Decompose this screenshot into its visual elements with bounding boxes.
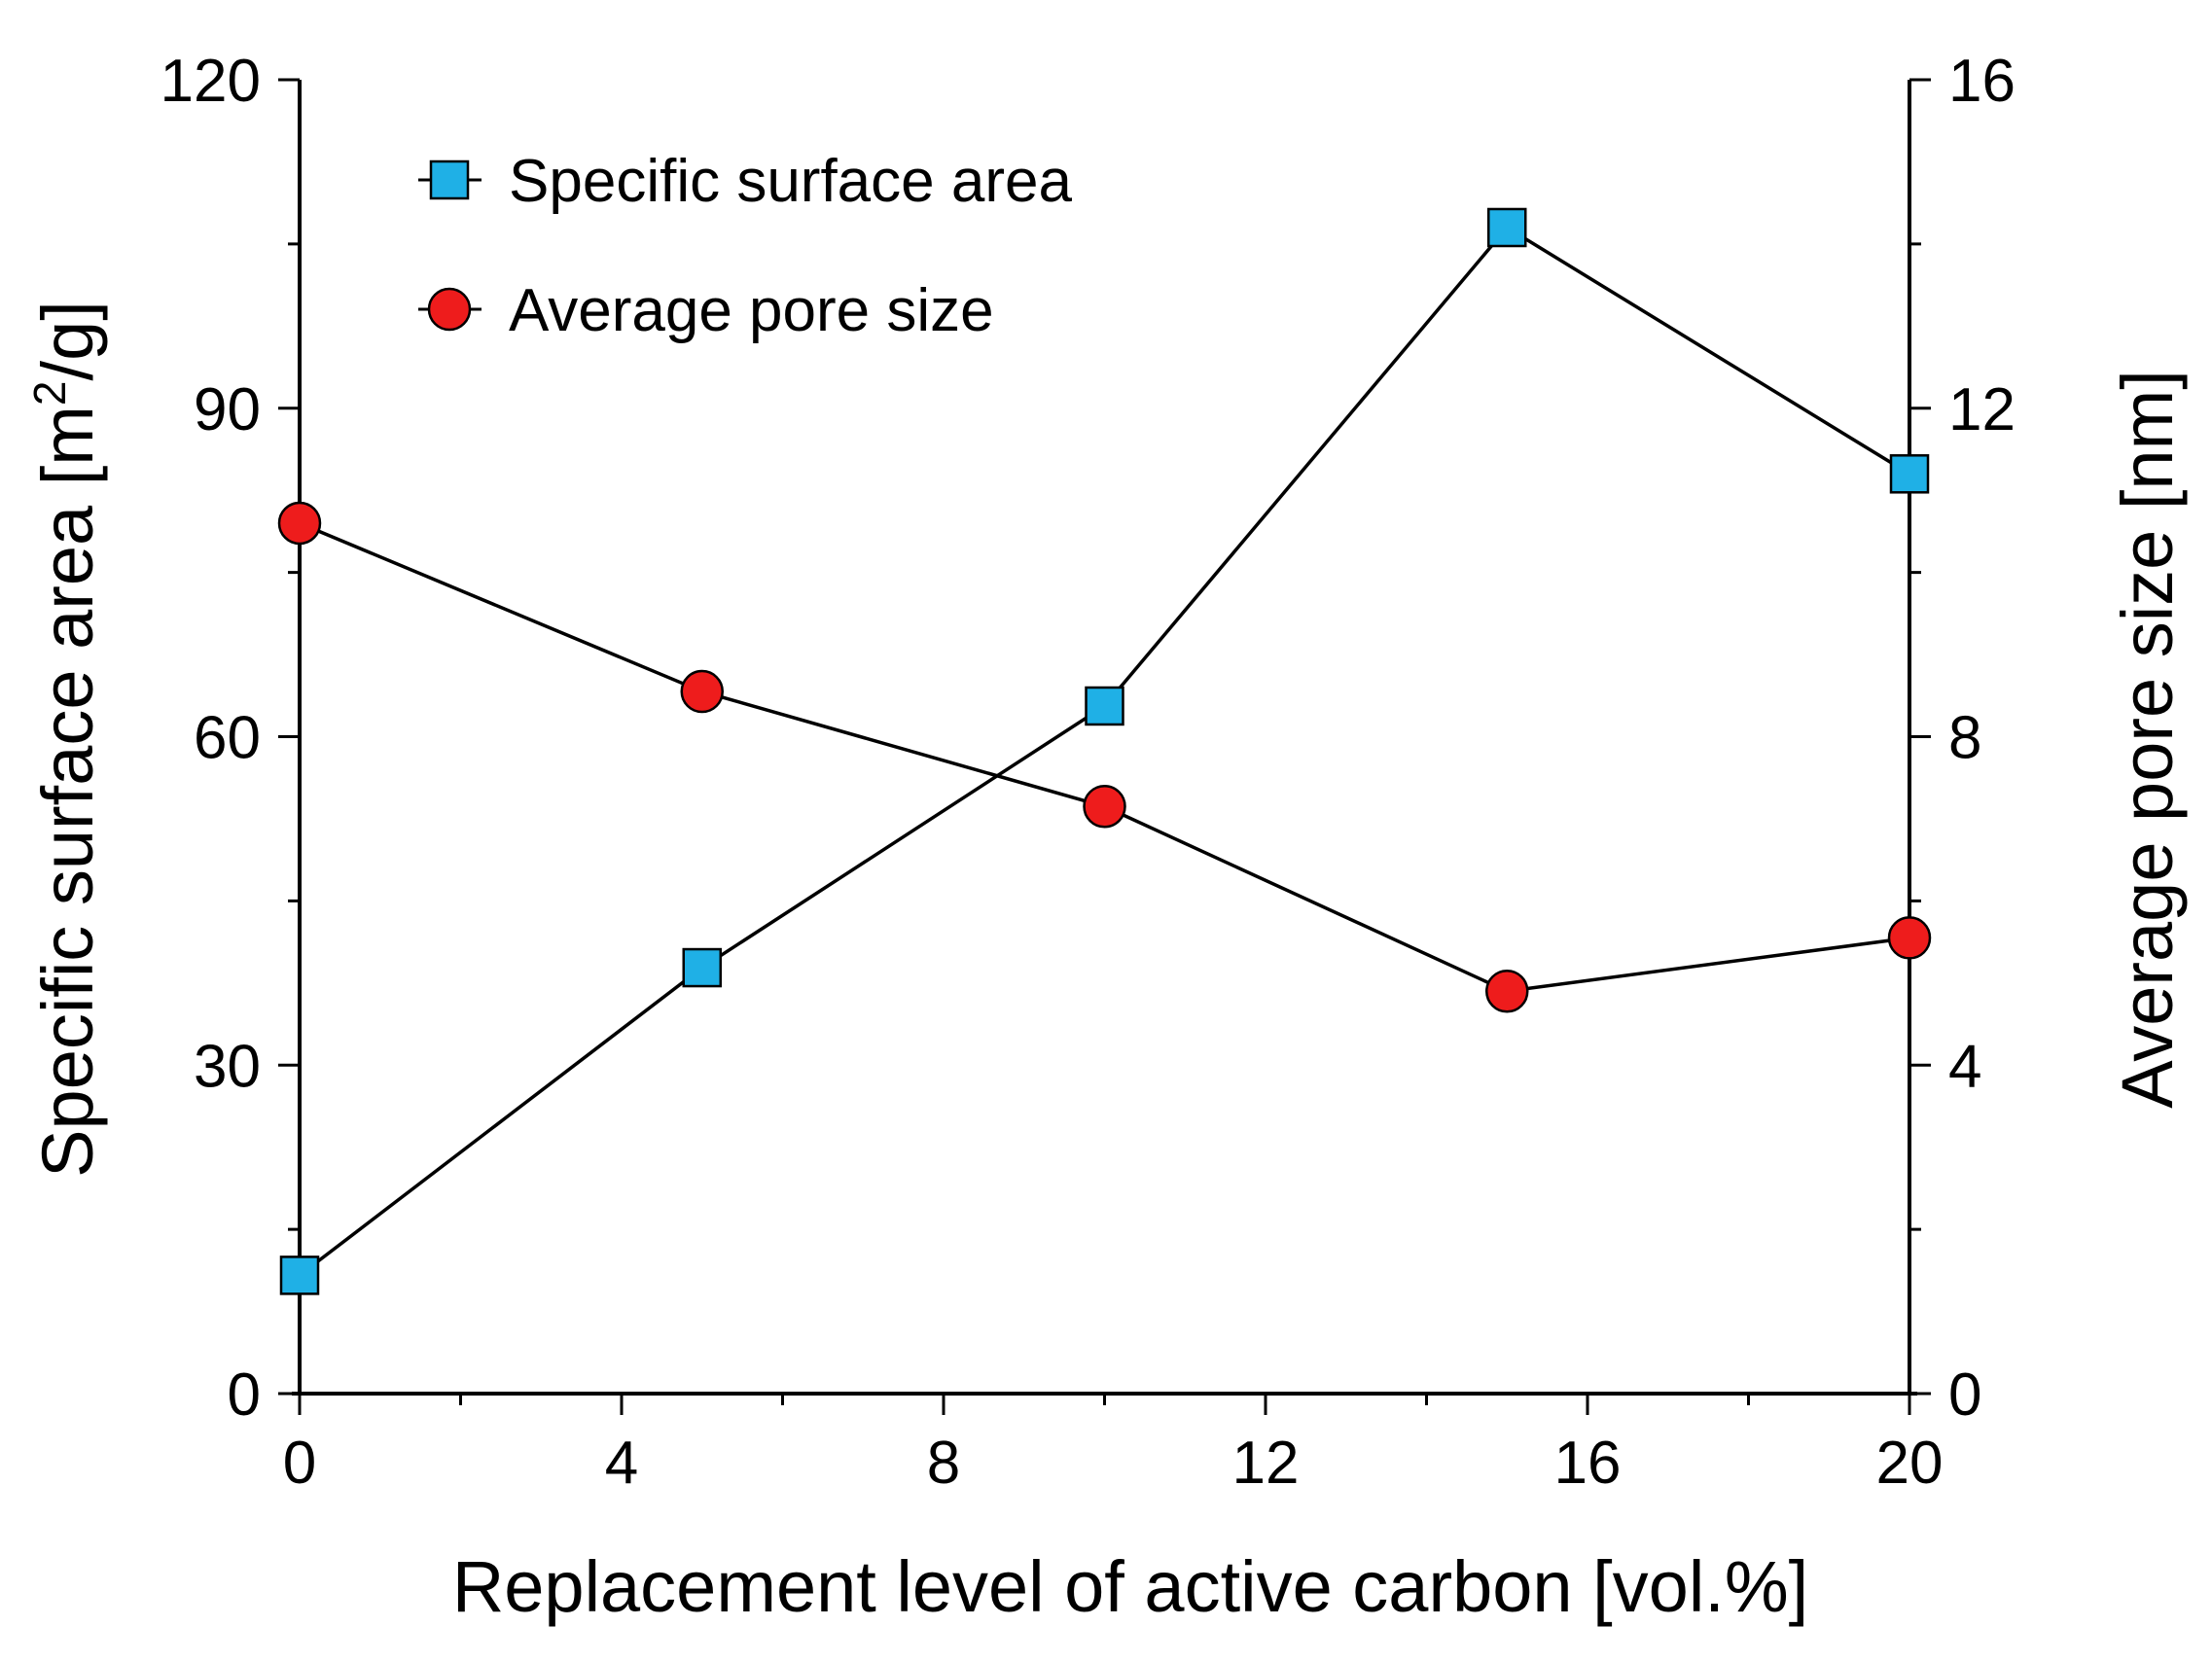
x-axis-ticks: 0 4 8 12 16 20 [283,1394,1944,1497]
right-y-axis-ticks: 0 4 8 12 16 [1909,48,2016,1429]
left-y-axis-title: Specific surface area [m2/g] [24,301,108,1178]
left-y-axis-title-main: Specific surface area [m [27,406,108,1178]
y2-tick-label: 16 [1948,48,2016,115]
x-tick-label: 12 [1232,1430,1300,1497]
y-tick-label: 30 [194,1033,261,1100]
x-tick-label: 0 [283,1430,316,1497]
data-point-average-pore-size [680,669,724,714]
x-axis-title: Replacement level of active carbon [vol.… [452,1546,1808,1627]
data-point-specific-surface-area [682,947,722,988]
legend-item-specific-surface-area: Specific surface area [418,148,1072,215]
left-y-axis-title-superscript: 2 [24,380,75,406]
data-point-average-pore-size [1887,916,1932,960]
x-tick-label: 16 [1554,1430,1622,1497]
data-point-specific-surface-area [1085,686,1124,726]
legend-item-average-pore-size: Average pore size [418,277,994,344]
y2-tick-label: 0 [1948,1361,1981,1429]
legend-circle-marker [427,287,472,332]
data-point-average-pore-size [277,501,322,546]
data-point-specific-surface-area [1889,454,1930,494]
y-tick-label: 90 [194,376,261,443]
y2-tick-label: 4 [1948,1033,1981,1100]
legend-square-marker [429,159,470,200]
x-tick-label: 4 [605,1430,638,1497]
data-point-specific-surface-area [1487,207,1527,248]
y2-tick-label: 12 [1948,376,2016,443]
data-point-specific-surface-area [279,1255,320,1295]
legend: Specific surface area Average pore size [418,148,1072,344]
series-line-average-pore-size [299,521,1910,994]
left-y-axis-title-unit: /g] [27,301,108,380]
right-y-axis-title: Average pore size [nm] [2107,370,2188,1109]
series-lines [298,226,1910,1277]
series-markers [277,207,1932,1295]
y2-tick-label: 8 [1948,705,1981,772]
y-tick-label: 60 [194,705,261,772]
data-point-average-pore-size [1485,970,1529,1013]
legend-label-average-pore-size: Average pore size [509,277,994,344]
left-y-axis-ticks: 0 30 60 90 120 [161,48,300,1429]
x-tick-label: 8 [927,1430,960,1497]
y-tick-label: 120 [161,48,261,115]
x-tick-label: 20 [1876,1430,1944,1497]
y-tick-label: 0 [228,1361,261,1429]
data-point-average-pore-size [1083,785,1126,829]
series-line-specific-surface-area [298,226,1910,1277]
legend-label-specific-surface-area: Specific surface area [509,148,1072,215]
